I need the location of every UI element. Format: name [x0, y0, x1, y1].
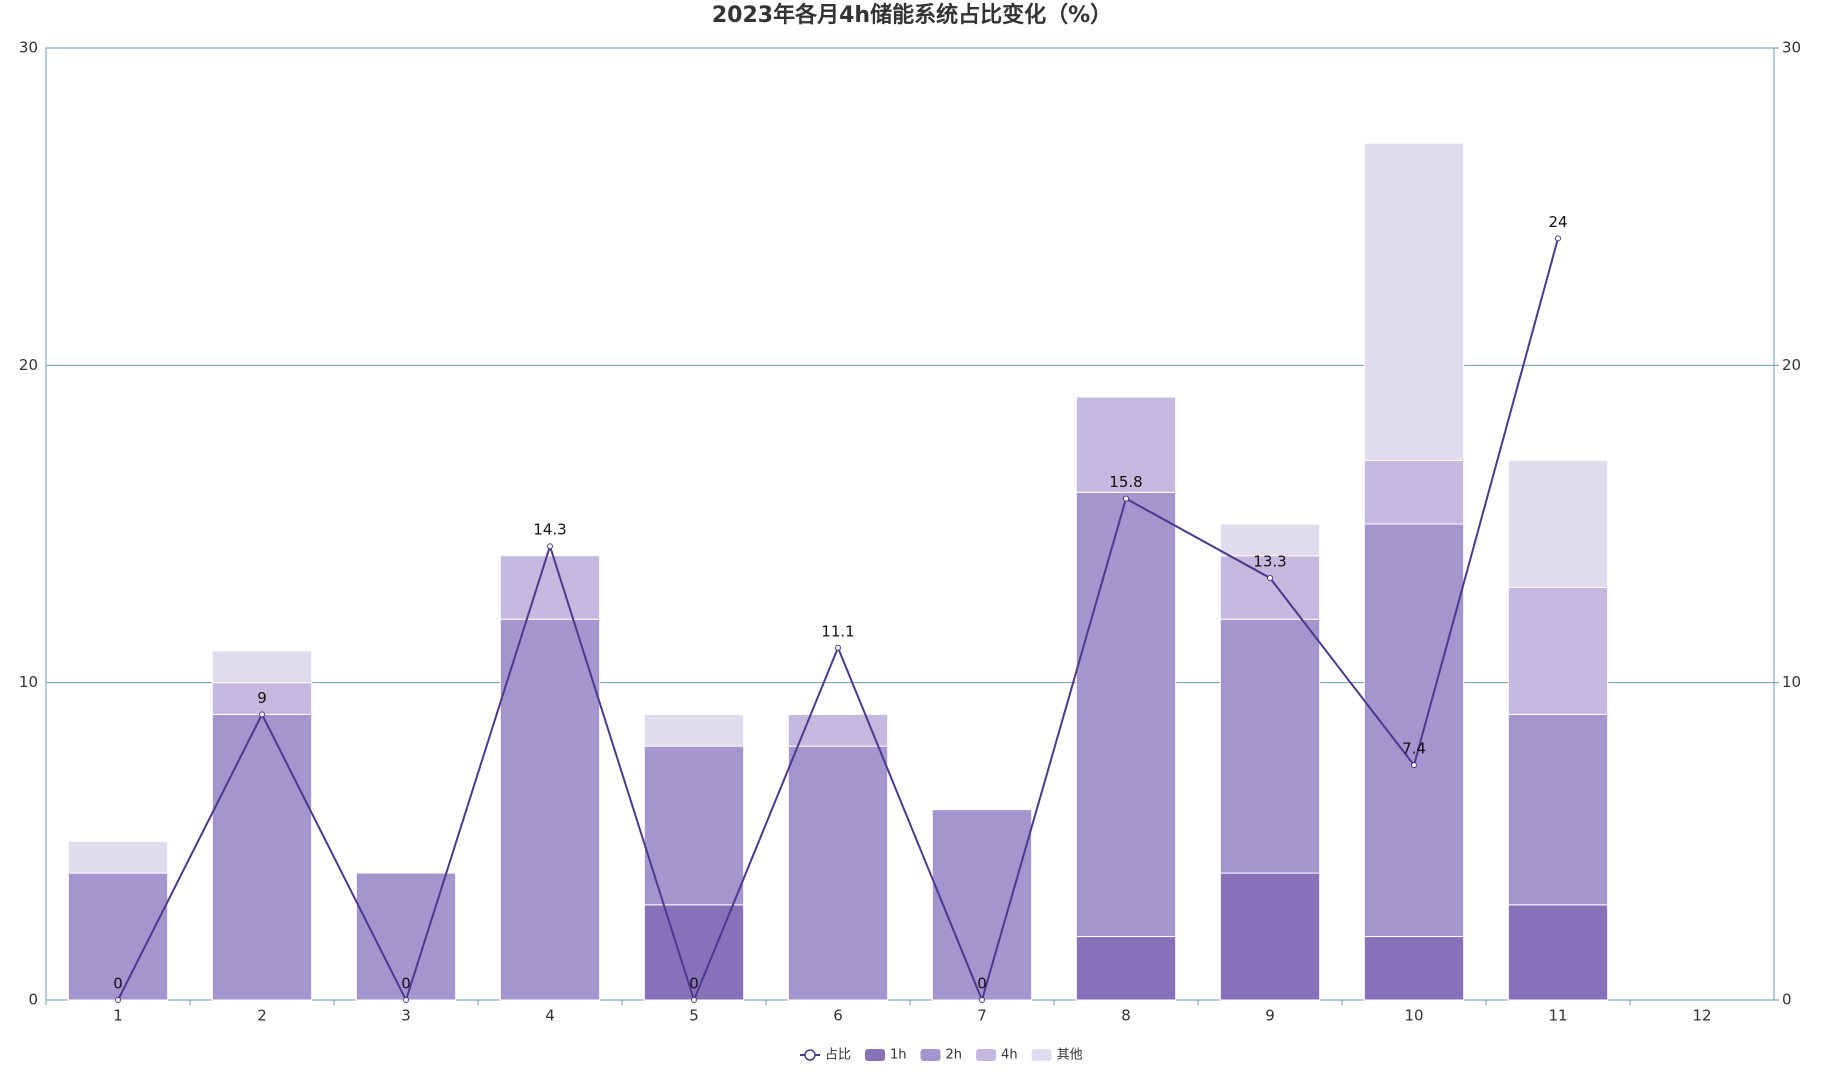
x-tick-label: 9 — [1265, 1007, 1275, 1025]
bar — [67, 840, 169, 874]
chart-title: 2023年各月4h储能系统占比变化（%） — [712, 2, 1112, 28]
line-point — [1123, 495, 1129, 502]
line-point — [691, 997, 697, 1003]
bar — [1363, 142, 1465, 462]
data-label: 0 — [113, 975, 123, 993]
bar — [1363, 523, 1465, 938]
bar — [1507, 904, 1609, 1001]
legend-icon — [976, 1049, 997, 1061]
line-point — [403, 997, 409, 1003]
bar — [499, 555, 601, 620]
line-point — [259, 711, 265, 718]
y2-tick-label: 0 — [1782, 991, 1792, 1009]
y2-tick-label: 30 — [1782, 39, 1801, 57]
legend-label: 1h — [890, 1048, 907, 1063]
x-tick-label: 3 — [401, 1007, 411, 1025]
legend-label: 其他 — [1057, 1048, 1083, 1063]
legend-icon — [865, 1049, 886, 1061]
bar — [67, 872, 169, 1001]
bar — [1219, 618, 1321, 874]
legend-icon — [1031, 1049, 1052, 1061]
line-point — [979, 997, 985, 1003]
x-tick-label: 1 — [113, 1007, 123, 1025]
x-tick-label: 5 — [689, 1007, 699, 1025]
data-label: 0 — [689, 975, 699, 993]
legend-label: 4h — [1001, 1048, 1018, 1063]
data-label: 15.8 — [1109, 473, 1142, 491]
data-label: 9 — [257, 689, 267, 707]
bar — [1363, 936, 1465, 1001]
y-tick-label: 0 — [28, 991, 38, 1009]
line-point — [1555, 235, 1561, 242]
data-label: 0 — [401, 975, 411, 993]
line-point — [835, 644, 841, 651]
x-tick-label: 7 — [977, 1007, 987, 1025]
bar — [1075, 491, 1177, 938]
x-tick-label: 4 — [545, 1007, 555, 1025]
bar — [1507, 460, 1609, 588]
bar — [1219, 872, 1321, 1001]
x-tick-label: 10 — [1404, 1007, 1423, 1025]
line-point — [115, 997, 121, 1003]
bar — [1363, 460, 1465, 525]
legend-icon — [804, 1049, 816, 1061]
data-label: 7.4 — [1402, 740, 1426, 758]
line-point — [1267, 574, 1273, 581]
x-tick-label: 12 — [1692, 1007, 1711, 1025]
y-tick-label: 20 — [19, 356, 38, 374]
y-tick-label: 30 — [19, 39, 38, 57]
bar — [1507, 586, 1609, 715]
data-label: 0 — [977, 975, 987, 993]
bar — [1219, 523, 1321, 557]
y2-tick-label: 20 — [1782, 356, 1801, 374]
legend-label: 占比 — [825, 1048, 851, 1063]
bar — [1219, 555, 1321, 620]
data-label: 13.3 — [1253, 552, 1286, 570]
y2-tick-label: 10 — [1782, 673, 1801, 691]
bar — [643, 713, 745, 747]
bar — [931, 809, 1033, 1001]
data-label: 24 — [1548, 213, 1567, 231]
x-tick-label: 8 — [1121, 1007, 1131, 1025]
x-tick-label: 11 — [1548, 1007, 1567, 1025]
x-tick-label: 6 — [833, 1007, 843, 1025]
x-tick-label: 2 — [257, 1007, 267, 1025]
bar — [211, 682, 313, 715]
line-point — [547, 543, 553, 550]
bar — [643, 745, 745, 906]
bar — [211, 650, 313, 684]
legend-icon — [920, 1049, 941, 1061]
bar — [499, 618, 601, 1001]
data-label: 11.1 — [821, 622, 854, 640]
line-point — [1411, 762, 1417, 769]
bar — [1507, 713, 1609, 906]
bar — [211, 713, 313, 1001]
bar — [787, 745, 889, 1001]
y-tick-label: 10 — [19, 673, 38, 691]
bar — [1075, 396, 1177, 493]
bar — [1075, 936, 1177, 1001]
legend-label: 2h — [946, 1048, 963, 1063]
data-label: 14.3 — [533, 521, 566, 539]
